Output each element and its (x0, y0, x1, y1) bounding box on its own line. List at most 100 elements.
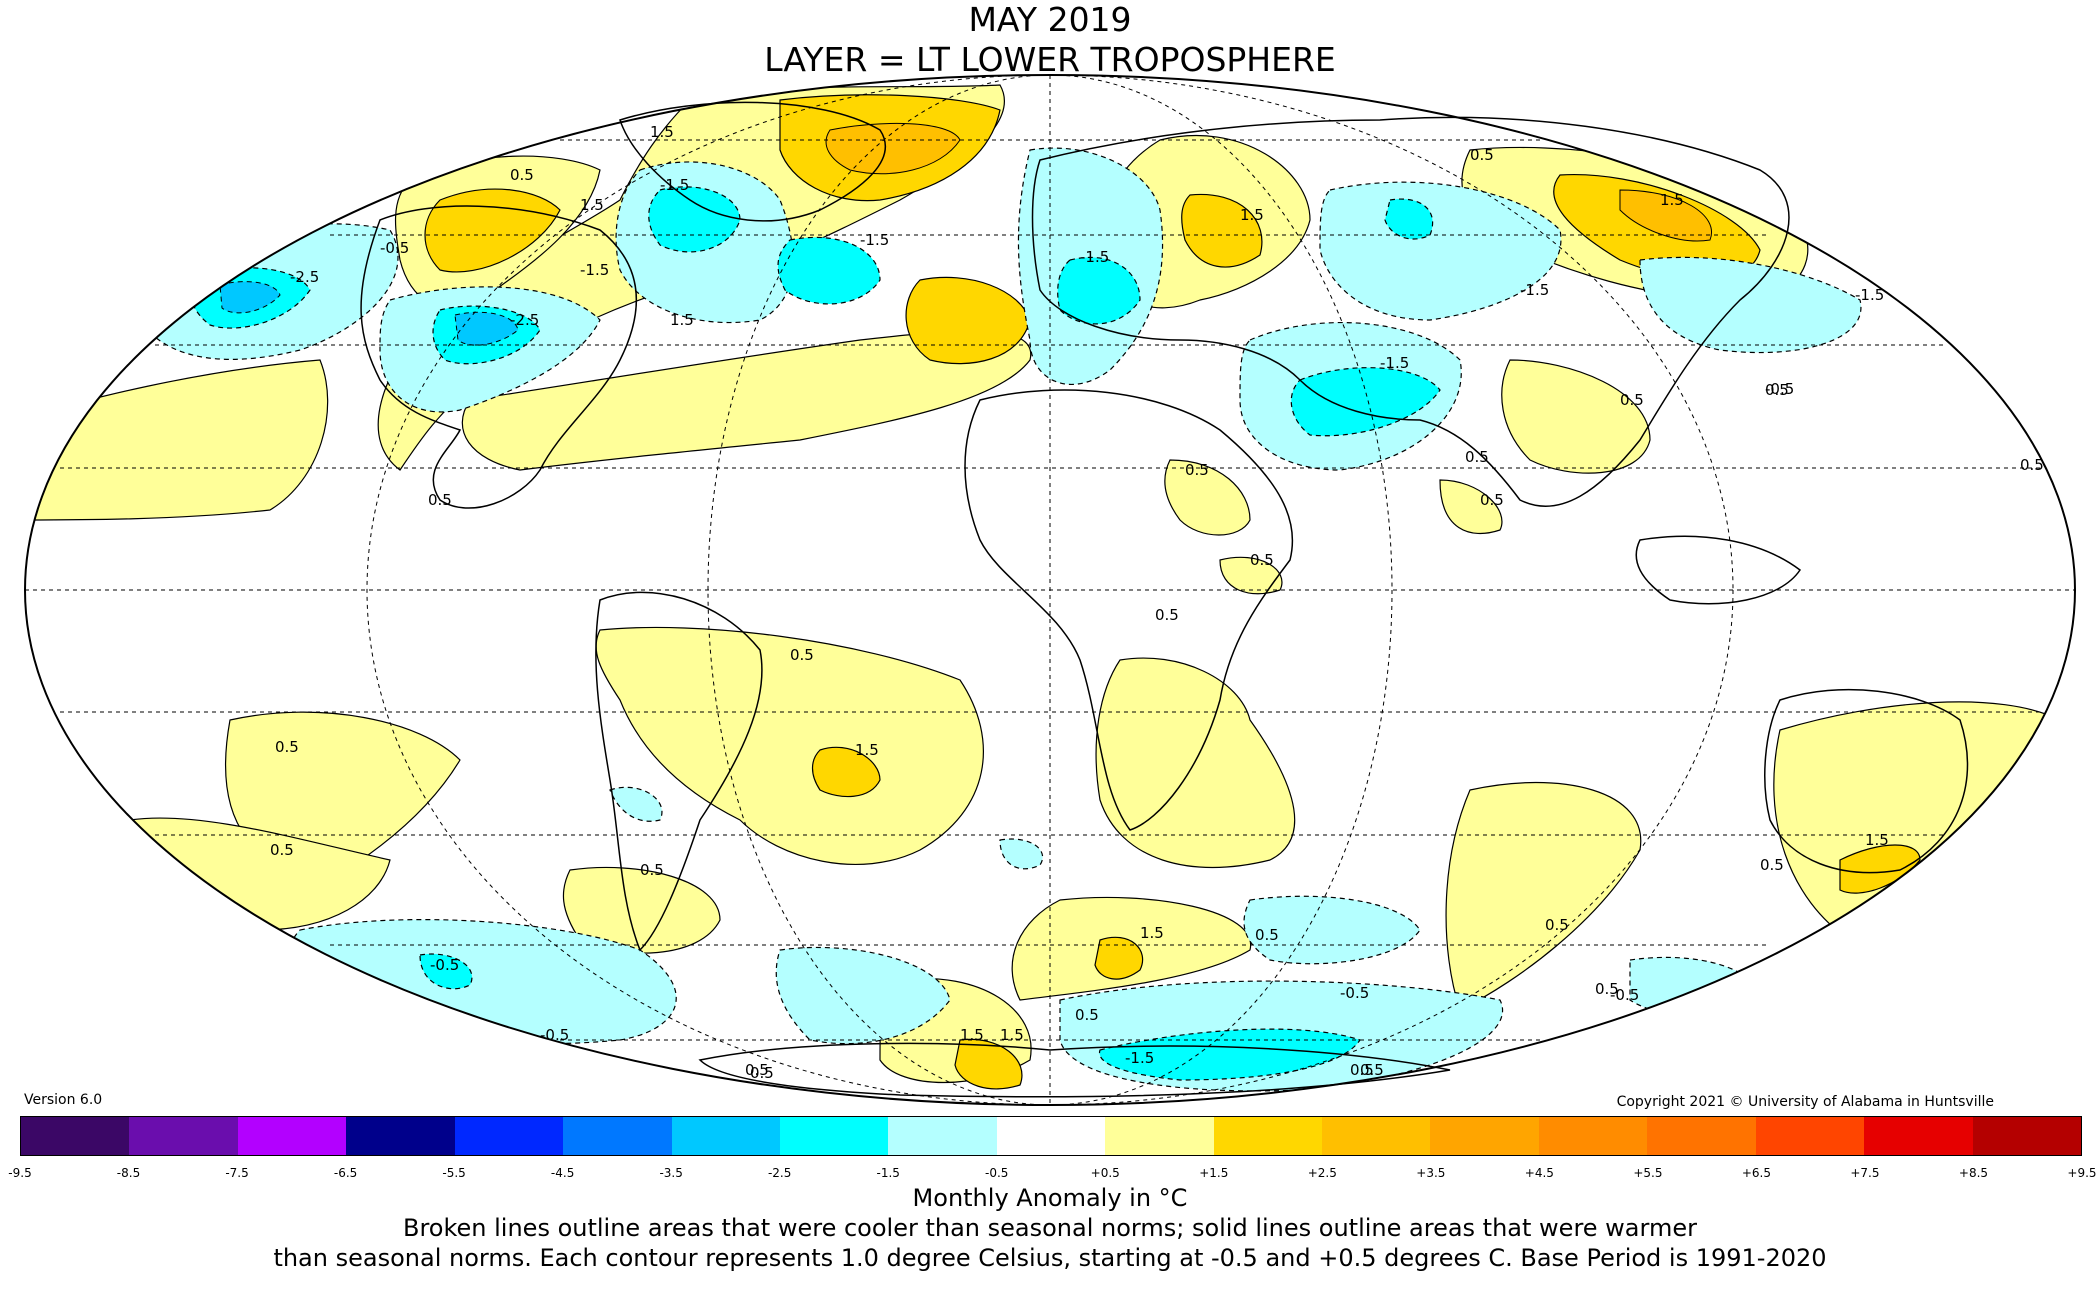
color-scale-bar (20, 1116, 2082, 1156)
atlantic-cyan-area (777, 236, 881, 305)
contour-label: 0.5 (1075, 1006, 1099, 1024)
contour-label: -0.5 (430, 956, 459, 974)
australia-warm-area (1773, 701, 2061, 941)
contour-label: 0.5 (1350, 1061, 1374, 1079)
units-label: Monthly Anomaly in °C (912, 1184, 1188, 1212)
contour-label: -1.5 (1125, 1049, 1154, 1067)
labrador-cyan-area (648, 186, 741, 253)
contour-label: 1.5 (1240, 206, 1264, 224)
color-scale-cell (1538, 1117, 1648, 1155)
color-scale-cell (1864, 1117, 1973, 1155)
color-scale-tick-label: -7.5 (225, 1166, 249, 1180)
contour-label: 0.5 (428, 491, 452, 509)
contour-label: 0.5 (1360, 1061, 1384, 1079)
contour-label: 1.5 (1000, 1026, 1024, 1044)
antarctica-outline (698, 1042, 1451, 1098)
contour-label: 0.5 (1465, 448, 1489, 466)
contour-label: 0.5 (1545, 916, 1569, 934)
greenland-orange-area (825, 122, 961, 175)
contour-label: 0.5 (790, 646, 814, 664)
version-label: Version 6.0 (24, 1092, 103, 1108)
color-scale-cell (671, 1117, 780, 1155)
south-america-warm-area (595, 626, 984, 866)
color-scale-cell (454, 1117, 564, 1155)
contour-label: -1.5 (1380, 354, 1409, 372)
central-asia-cool-area (1319, 181, 1562, 321)
color-scale-tick-label: -5.5 (442, 1166, 466, 1180)
contour-label: -1.5 (1080, 248, 1109, 266)
color-scale-tick-label: -9.5 (8, 1166, 32, 1180)
color-scale-tick-label: +5.5 (1633, 1166, 1663, 1180)
contour-label: 0.5 (745, 1061, 769, 1079)
color-scale-cell (1213, 1117, 1323, 1155)
north-pacific-east-cool-area (1639, 256, 1862, 354)
contour-label: 0.5 (1760, 856, 1784, 874)
contour-label: -0.5 (1765, 380, 1794, 398)
contour-label: 0.5 (2020, 456, 2044, 474)
contour-label: -1.5 (660, 176, 689, 194)
arabia-warm-area (1164, 459, 1251, 536)
contour-label: 1.5 (1140, 924, 1164, 942)
contour-label: 0.5 (1470, 146, 1494, 164)
contour-label: 1.5 (1865, 831, 1889, 849)
contour-label: 0.5 (1765, 381, 1789, 399)
atlantic-band-warm-area (461, 330, 1032, 471)
contour-label: 1.5 (650, 123, 674, 141)
contour-label: 0.5 (640, 861, 664, 879)
explanation-line-1: Broken lines outline areas that were coo… (403, 1214, 1697, 1242)
color-scale-cell (1105, 1117, 1214, 1155)
color-scale-tick-label: +2.5 (1307, 1166, 1337, 1180)
color-scale-tick-label: +8.5 (1958, 1166, 1989, 1180)
contour-label: -1.5 (860, 231, 889, 249)
eastern-europe-gold-area (1181, 193, 1263, 268)
southern-ocean-mid-cool-area (1243, 895, 1421, 965)
bay-of-bengal-warm-area (1439, 479, 1503, 534)
explanation-line-2: than seasonal norms. Each contour repres… (273, 1244, 1827, 1272)
maritime-continent-outline (1635, 535, 1802, 605)
color-scale-ticks: -9.5 -8.5 -7.5 -6.5 -5.5 -4.5 -3.5 -2.5 -1.5 -0.5… (8, 1166, 2096, 1182)
color-scale-cell (563, 1117, 672, 1155)
contour-label: 0.5 (1185, 461, 1209, 479)
contour-label: 0.5 (1155, 606, 1179, 624)
contour-label: 1.5 (960, 1026, 984, 1044)
continent-outlines (360, 101, 1969, 1098)
globe-outline (24, 74, 2076, 1106)
south-pacific-cool-area (609, 786, 663, 822)
south-america-outline (595, 591, 763, 952)
color-scale-tick-label: +7.5 (1850, 1166, 1880, 1180)
color-scale-cell (1322, 1117, 1431, 1155)
anomaly-fill-layer (25, 84, 2061, 1092)
south-atlantic-cool-area (999, 838, 1044, 870)
australia-gold-area (1839, 844, 1921, 894)
contour-label: -1.5 (1855, 286, 1884, 304)
color-scale-cell (779, 1117, 889, 1155)
cool-level-3-areas (219, 281, 519, 346)
color-scale-tick-label: +0.5 (1090, 1166, 1120, 1180)
color-scale-tick-label: -1.5 (876, 1166, 900, 1180)
contour-label: 0.5 (1255, 926, 1279, 944)
contour-label: 0.5 (510, 166, 534, 184)
contour-label: 1.5 (855, 741, 879, 759)
north-pacific-warm-area (25, 359, 329, 521)
color-scale-cell (1647, 1117, 1756, 1155)
central-asia-cyan-area (1384, 198, 1434, 240)
australia-outline (1764, 688, 1969, 874)
color-scale-tick-label: +9.5 (2067, 1166, 2097, 1180)
color-scale-tick-label: -2.5 (767, 1166, 792, 1180)
mediterranean-cyan-area (1057, 256, 1141, 325)
color-scale-tick-label: +6.5 (1741, 1166, 1771, 1180)
contour-label: -0.5 (380, 239, 409, 257)
contour-label: 0.5 (1250, 551, 1274, 569)
alaska-deep-cyan-area (219, 281, 281, 314)
color-scale-tick-label: +4.5 (1524, 1166, 1554, 1180)
contour-label: 0.5 (1480, 491, 1504, 509)
contour-label: -2.5 (290, 268, 319, 286)
contour-label: 0.5 (1620, 391, 1644, 409)
color-scale-cell (237, 1117, 347, 1155)
north-america-outline (360, 205, 638, 509)
antarctic-gold-area (954, 1038, 1023, 1090)
africa-outline (964, 389, 1294, 831)
contour-label: -0.5 (1340, 984, 1369, 1002)
canada-gold-area (424, 188, 561, 273)
contour-label: -2.5 (510, 311, 539, 329)
